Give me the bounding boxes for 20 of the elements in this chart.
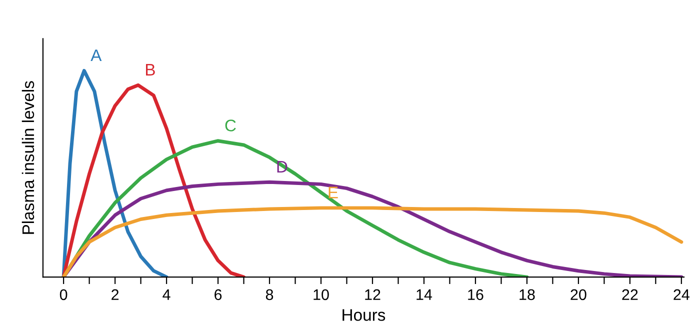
x-tick-label: 8: [266, 289, 274, 300]
series-label: D: [277, 161, 288, 172]
x-axis-title: Hours: [342, 309, 386, 321]
x-tick-label: 18: [520, 289, 535, 300]
x-tick-label: 10: [314, 289, 329, 300]
x-tick-label: 4: [162, 289, 170, 300]
series-label: C: [225, 120, 236, 132]
x-tick-label: 6: [214, 289, 222, 300]
x-tick-label: 16: [468, 289, 484, 300]
y-axis-title: Plasma insulin levels: [22, 81, 34, 234]
x-tick-label: 22: [622, 289, 638, 300]
series-label: B: [146, 64, 155, 76]
x-tick-label: 20: [570, 289, 586, 300]
x-tick-label: 14: [416, 289, 432, 300]
x-tick-label: 0: [60, 289, 68, 300]
series-label: E: [328, 186, 338, 198]
series-label: A: [90, 50, 102, 62]
x-tick-label: 12: [365, 289, 380, 300]
x-tick-label: 24: [674, 289, 690, 300]
x-tick-label: 2: [112, 289, 119, 300]
